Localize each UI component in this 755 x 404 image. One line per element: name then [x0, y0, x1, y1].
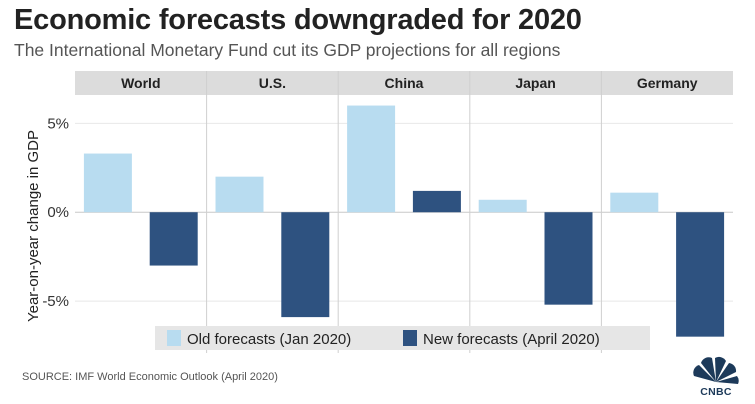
- bar-new-forecast: [412, 190, 461, 213]
- y-tick-label: 0%: [47, 204, 69, 221]
- y-axis-title: Year-on-year change in GDP: [25, 130, 42, 322]
- bar-new-forecast: [676, 212, 725, 337]
- legend-swatch-old: [167, 330, 181, 346]
- legend-swatch-new: [403, 330, 417, 346]
- bar-old-forecast: [215, 176, 264, 213]
- source-note: SOURCE: IMF World Economic Outlook (Apri…: [22, 371, 278, 383]
- bar-new-forecast: [149, 212, 198, 266]
- category-label: Japan: [515, 75, 555, 91]
- panel-header-band: [75, 71, 733, 95]
- bar-new-forecast: [544, 212, 593, 305]
- bar-old-forecast: [83, 153, 132, 213]
- chart-subtitle: The International Monetary Fund cut its …: [14, 40, 561, 60]
- nbc-peacock-icon: [693, 356, 739, 384]
- legend-label-old: Old forecasts (Jan 2020): [187, 331, 351, 348]
- bar-new-forecast: [281, 212, 330, 318]
- chart-title: Economic forecasts downgraded for 2020: [14, 4, 582, 36]
- category-label: China: [385, 75, 424, 91]
- bar-old-forecast: [347, 105, 396, 213]
- bar-old-forecast: [610, 192, 659, 213]
- category-label: World: [121, 75, 160, 91]
- logo-text: CNBC: [700, 386, 732, 398]
- legend-label-new: New forecasts (April 2020): [423, 331, 600, 348]
- bar-old-forecast: [478, 199, 527, 213]
- category-label: Germany: [637, 75, 698, 91]
- y-tick-label: 5%: [47, 115, 69, 132]
- legend-box: [155, 326, 650, 350]
- y-tick-label: -5%: [42, 293, 69, 310]
- category-label: U.S.: [259, 75, 286, 91]
